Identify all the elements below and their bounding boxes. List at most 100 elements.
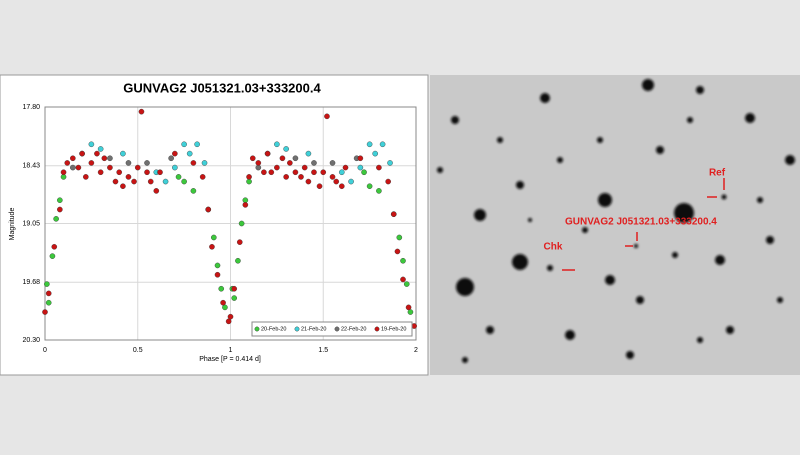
point	[97, 169, 104, 176]
point	[390, 211, 397, 217]
point	[379, 141, 386, 148]
point	[283, 174, 289, 180]
point	[274, 164, 280, 171]
point	[305, 150, 312, 157]
point	[316, 183, 323, 190]
point	[199, 174, 206, 180]
point	[338, 183, 345, 190]
y-tick-label: 17.80	[22, 104, 40, 111]
y-tick-label: 19.68	[22, 279, 40, 286]
x-tick-label: 0.5	[133, 347, 143, 354]
x-tick-label: 1.5	[318, 347, 328, 354]
point	[83, 174, 89, 180]
point	[101, 155, 108, 162]
point	[405, 304, 412, 311]
point	[57, 206, 63, 213]
point	[120, 183, 126, 190]
point	[181, 178, 187, 185]
point	[242, 197, 249, 203]
point	[44, 281, 50, 287]
point	[320, 169, 327, 176]
point	[75, 164, 82, 171]
chart-title: GUNVAG2 J051321.03+333200.4	[123, 80, 321, 95]
point	[42, 309, 48, 315]
point	[88, 141, 95, 148]
x-axis-label: Phase [P = 0.414 d]	[199, 356, 261, 363]
point	[231, 285, 238, 292]
point	[162, 178, 169, 185]
point	[107, 164, 113, 171]
point	[172, 150, 178, 157]
point	[376, 164, 382, 171]
legend-marker	[334, 326, 340, 332]
point	[125, 174, 132, 180]
point	[361, 169, 367, 176]
point	[214, 262, 221, 269]
point	[366, 183, 373, 190]
point	[338, 169, 345, 176]
point	[236, 239, 243, 245]
target-label: GUNVAG2 J051321.03+333200.4	[565, 217, 717, 228]
point	[246, 178, 252, 185]
point	[292, 169, 299, 176]
point	[51, 243, 58, 250]
point	[220, 299, 226, 306]
x-tick-label: 2	[414, 347, 418, 354]
point	[218, 285, 225, 292]
point	[190, 188, 197, 194]
point	[342, 164, 349, 171]
point	[168, 155, 174, 162]
point	[333, 178, 340, 185]
point	[261, 169, 267, 176]
point	[255, 160, 262, 166]
point	[153, 188, 160, 194]
point	[209, 243, 215, 250]
point	[329, 174, 336, 180]
point	[225, 318, 232, 325]
point	[283, 146, 289, 152]
point	[45, 290, 52, 297]
point	[70, 155, 76, 162]
y-axis-label: Magnitude	[9, 208, 16, 241]
point	[235, 257, 241, 264]
point	[231, 295, 238, 301]
point	[214, 271, 221, 278]
legend-box	[251, 321, 413, 337]
point	[292, 155, 299, 162]
point	[246, 174, 252, 180]
point	[357, 155, 364, 162]
point	[298, 174, 304, 180]
point	[144, 160, 150, 166]
point	[311, 169, 317, 176]
point	[305, 178, 312, 185]
legend-marker	[294, 326, 300, 332]
point	[311, 160, 317, 166]
y-tick-label: 19.05	[22, 220, 40, 227]
point	[274, 141, 280, 148]
legend-label: 19-Feb-20	[381, 326, 406, 332]
point	[357, 164, 364, 171]
point	[329, 160, 336, 166]
point	[255, 164, 262, 171]
point	[227, 313, 234, 320]
point	[403, 281, 410, 287]
x-tick-label: 0	[43, 347, 47, 354]
point	[49, 253, 56, 259]
point	[287, 160, 293, 166]
point	[242, 202, 249, 208]
point	[134, 164, 141, 171]
point	[222, 304, 228, 311]
point	[60, 169, 67, 176]
point	[64, 160, 71, 166]
point	[190, 160, 197, 166]
point	[147, 178, 154, 185]
point	[125, 160, 132, 166]
point	[116, 169, 122, 176]
point	[107, 155, 113, 162]
point	[79, 150, 85, 157]
chk-label: Chk	[544, 242, 563, 253]
point	[301, 164, 308, 171]
point	[88, 160, 95, 166]
x-tick-label: 1	[229, 347, 233, 354]
